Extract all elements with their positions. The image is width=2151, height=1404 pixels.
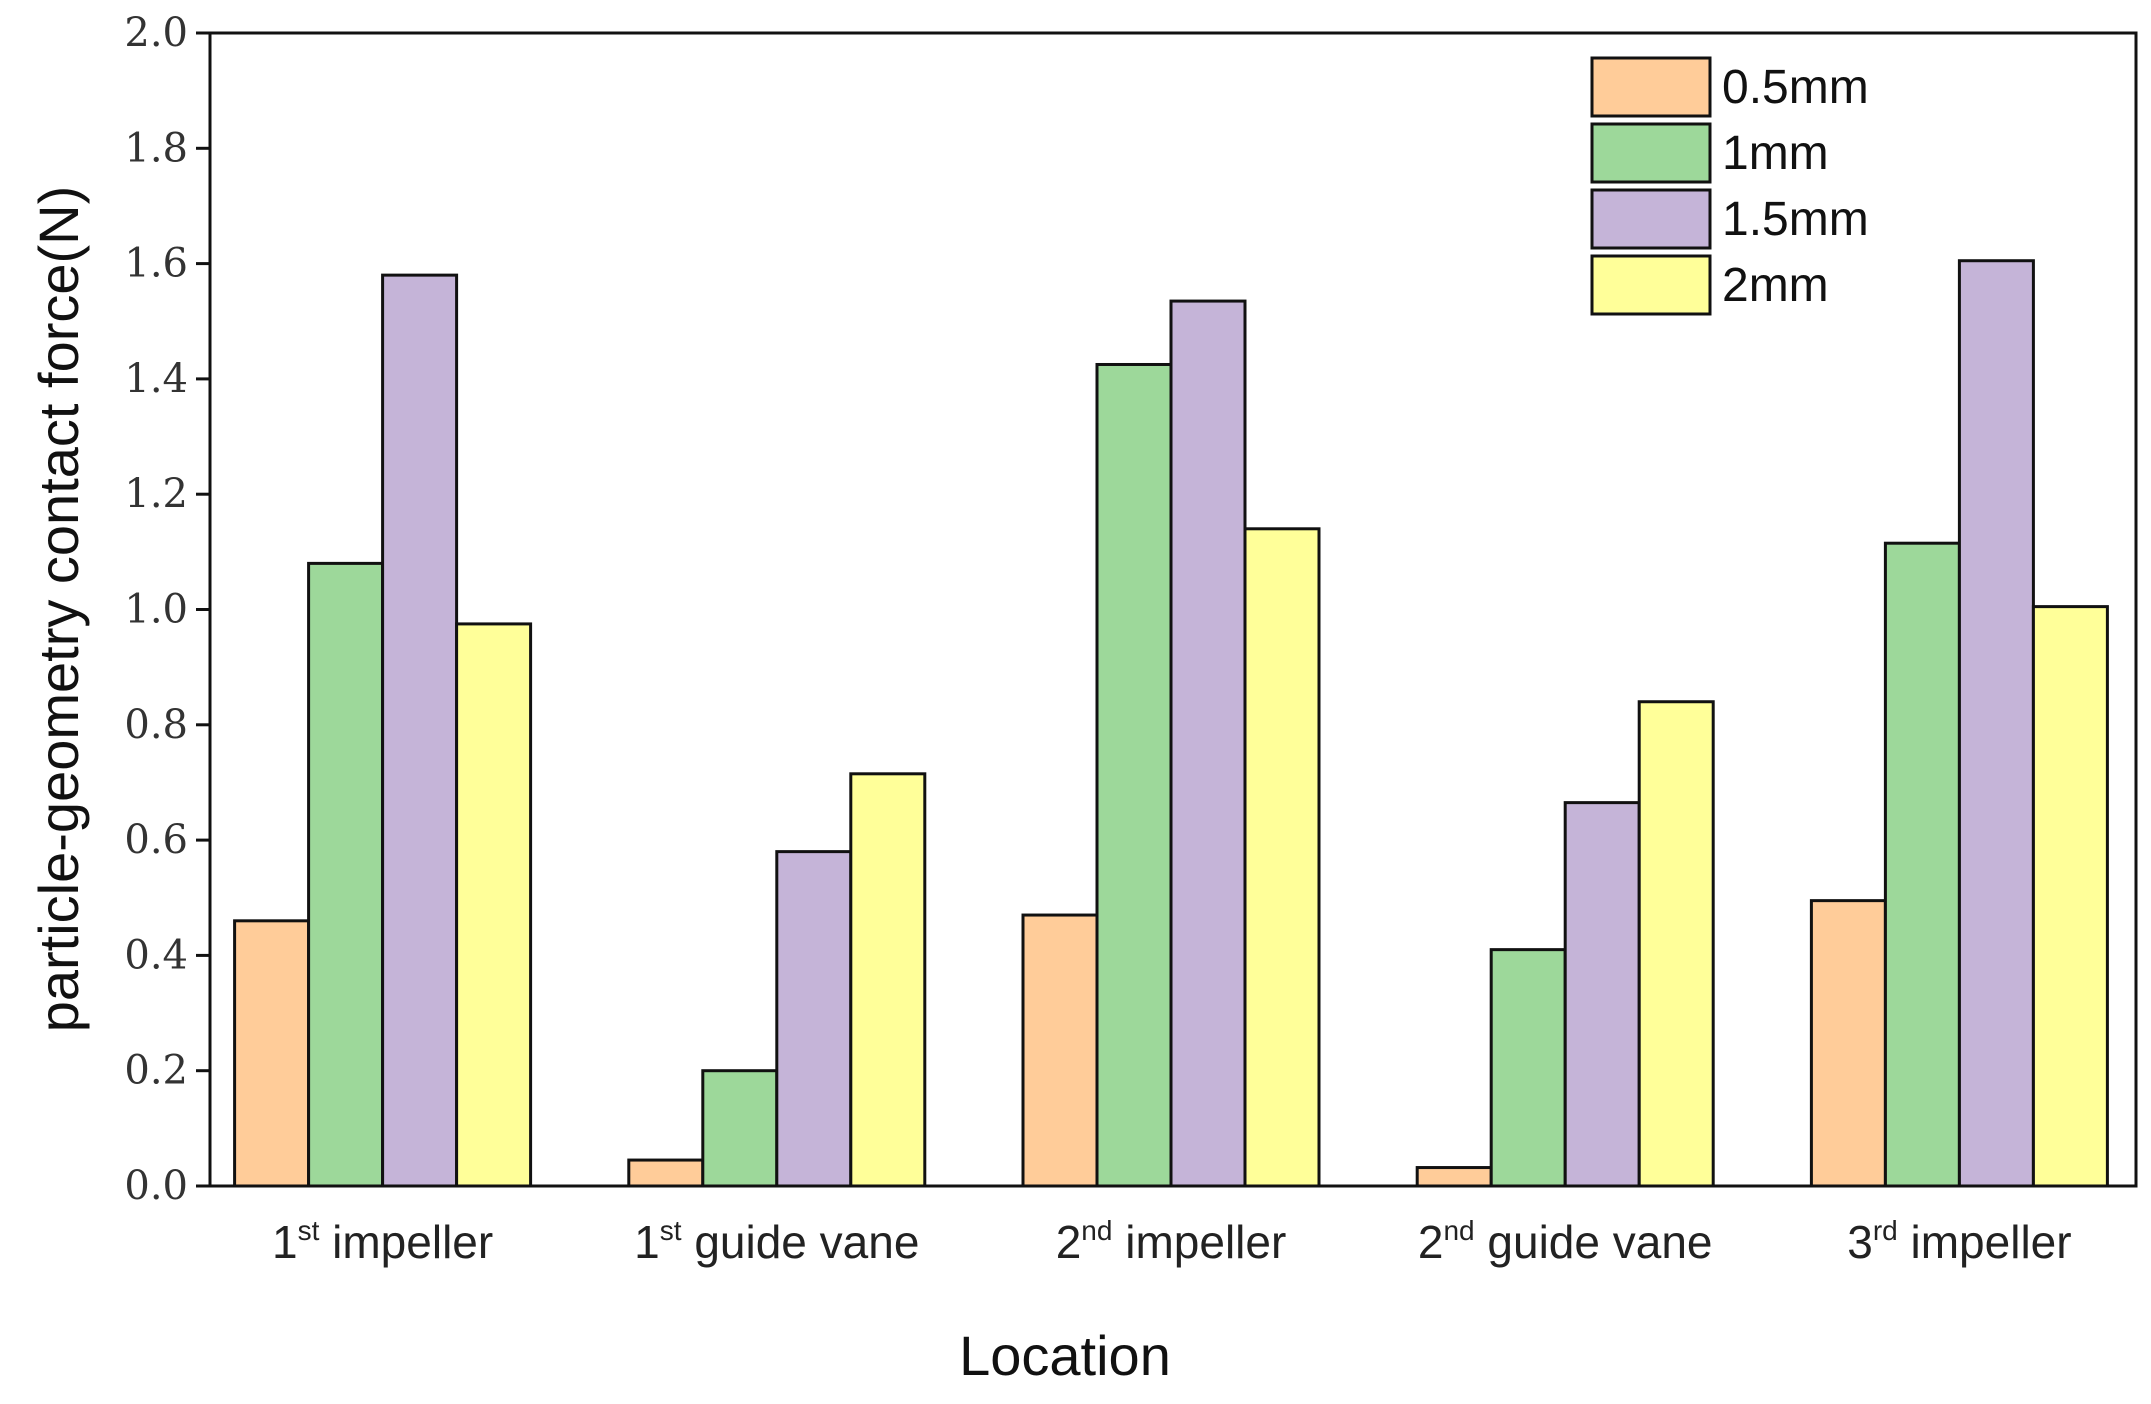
x-tick-label-number: 1 [272,1216,298,1268]
legend-swatch [1590,56,1712,118]
y-tick-label: 1.8 [124,125,188,171]
legend-label: 1.5mm [1722,193,1869,246]
x-tick-label-superscript: rd [1873,1215,1898,1246]
y-axis-title: particle-geometry contact force(N) [27,186,90,1033]
bar [701,1069,779,1188]
bar [307,561,385,1188]
bar [1563,801,1641,1188]
x-tick-label-number: 3 [1847,1216,1873,1268]
y-tick-label: 0.6 [124,817,188,863]
x-tick-label: 1st impeller [272,1215,493,1268]
bar [1095,362,1173,1188]
x-tick-label-number: 1 [634,1216,660,1268]
y-tick-label: 1.2 [124,471,188,517]
x-tick-label: 3rd impeller [1847,1215,2071,1268]
legend-label: 2mm [1722,259,1829,312]
x-tick-label-text: guide vane [682,1216,920,1268]
bar [627,1158,705,1188]
x-tick-label-superscript: nd [1443,1215,1474,1246]
legend-swatch [1590,254,1712,316]
bar [1957,259,2035,1188]
x-tick-label-text: guide vane [1475,1216,1713,1268]
bar [1169,299,1247,1188]
x-tick-label-superscript: nd [1081,1215,1112,1246]
bar [849,772,927,1188]
bars-group [233,259,2109,1188]
y-tick-label: 0.8 [124,702,188,748]
legend-label: 1mm [1722,127,1829,180]
legend: 0.5mm 1mm 1.5mm 2mm [1590,56,1869,316]
x-axis: 1st impeller 1st guide vane 2nd impeller 2n… [272,1215,2072,1268]
bar [455,622,533,1188]
bar [2031,605,2109,1188]
x-tick-label-number: 2 [1418,1216,1444,1268]
x-axis-title: Location [959,1324,1171,1387]
x-tick-label-text: impeller [1112,1216,1286,1268]
y-tick-label: 0.0 [124,1163,188,1209]
bar [1243,527,1321,1188]
x-tick-label-number: 2 [1056,1216,1082,1268]
legend-label: 0.5mm [1722,61,1869,114]
y-tick-label: 1.0 [124,587,188,633]
legend-swatch [1590,188,1712,250]
bar [775,850,853,1188]
x-tick-label: 2nd guide vane [1418,1215,1713,1268]
bar [1021,913,1099,1188]
y-tick-label: 1.6 [124,241,188,287]
y-tick-label: 1.4 [124,356,188,402]
x-tick-label-superscript: st [298,1215,320,1246]
x-tick-label-superscript: st [660,1215,682,1246]
bar [1637,700,1715,1188]
bar [1883,541,1961,1188]
x-tick-label: 1st guide vane [634,1215,919,1268]
bar [1415,1166,1493,1188]
y-tick-label: 0.2 [124,1048,188,1094]
x-tick-label-text: impeller [319,1216,493,1268]
x-tick-label-text: impeller [1898,1216,2072,1268]
x-tick-label: 2nd impeller [1056,1215,1287,1268]
bar [1489,948,1567,1188]
legend-swatch [1590,122,1712,184]
y-axis: 0.0 0.2 0.4 0.6 0.8 1.0 1.2 1.4 1.6 1.8 2.0 [124,10,210,1209]
y-tick-label: 2.0 [124,10,188,56]
bar [1809,899,1887,1188]
bar [381,273,459,1188]
bar [233,919,311,1188]
y-tick-label: 0.4 [124,932,188,978]
